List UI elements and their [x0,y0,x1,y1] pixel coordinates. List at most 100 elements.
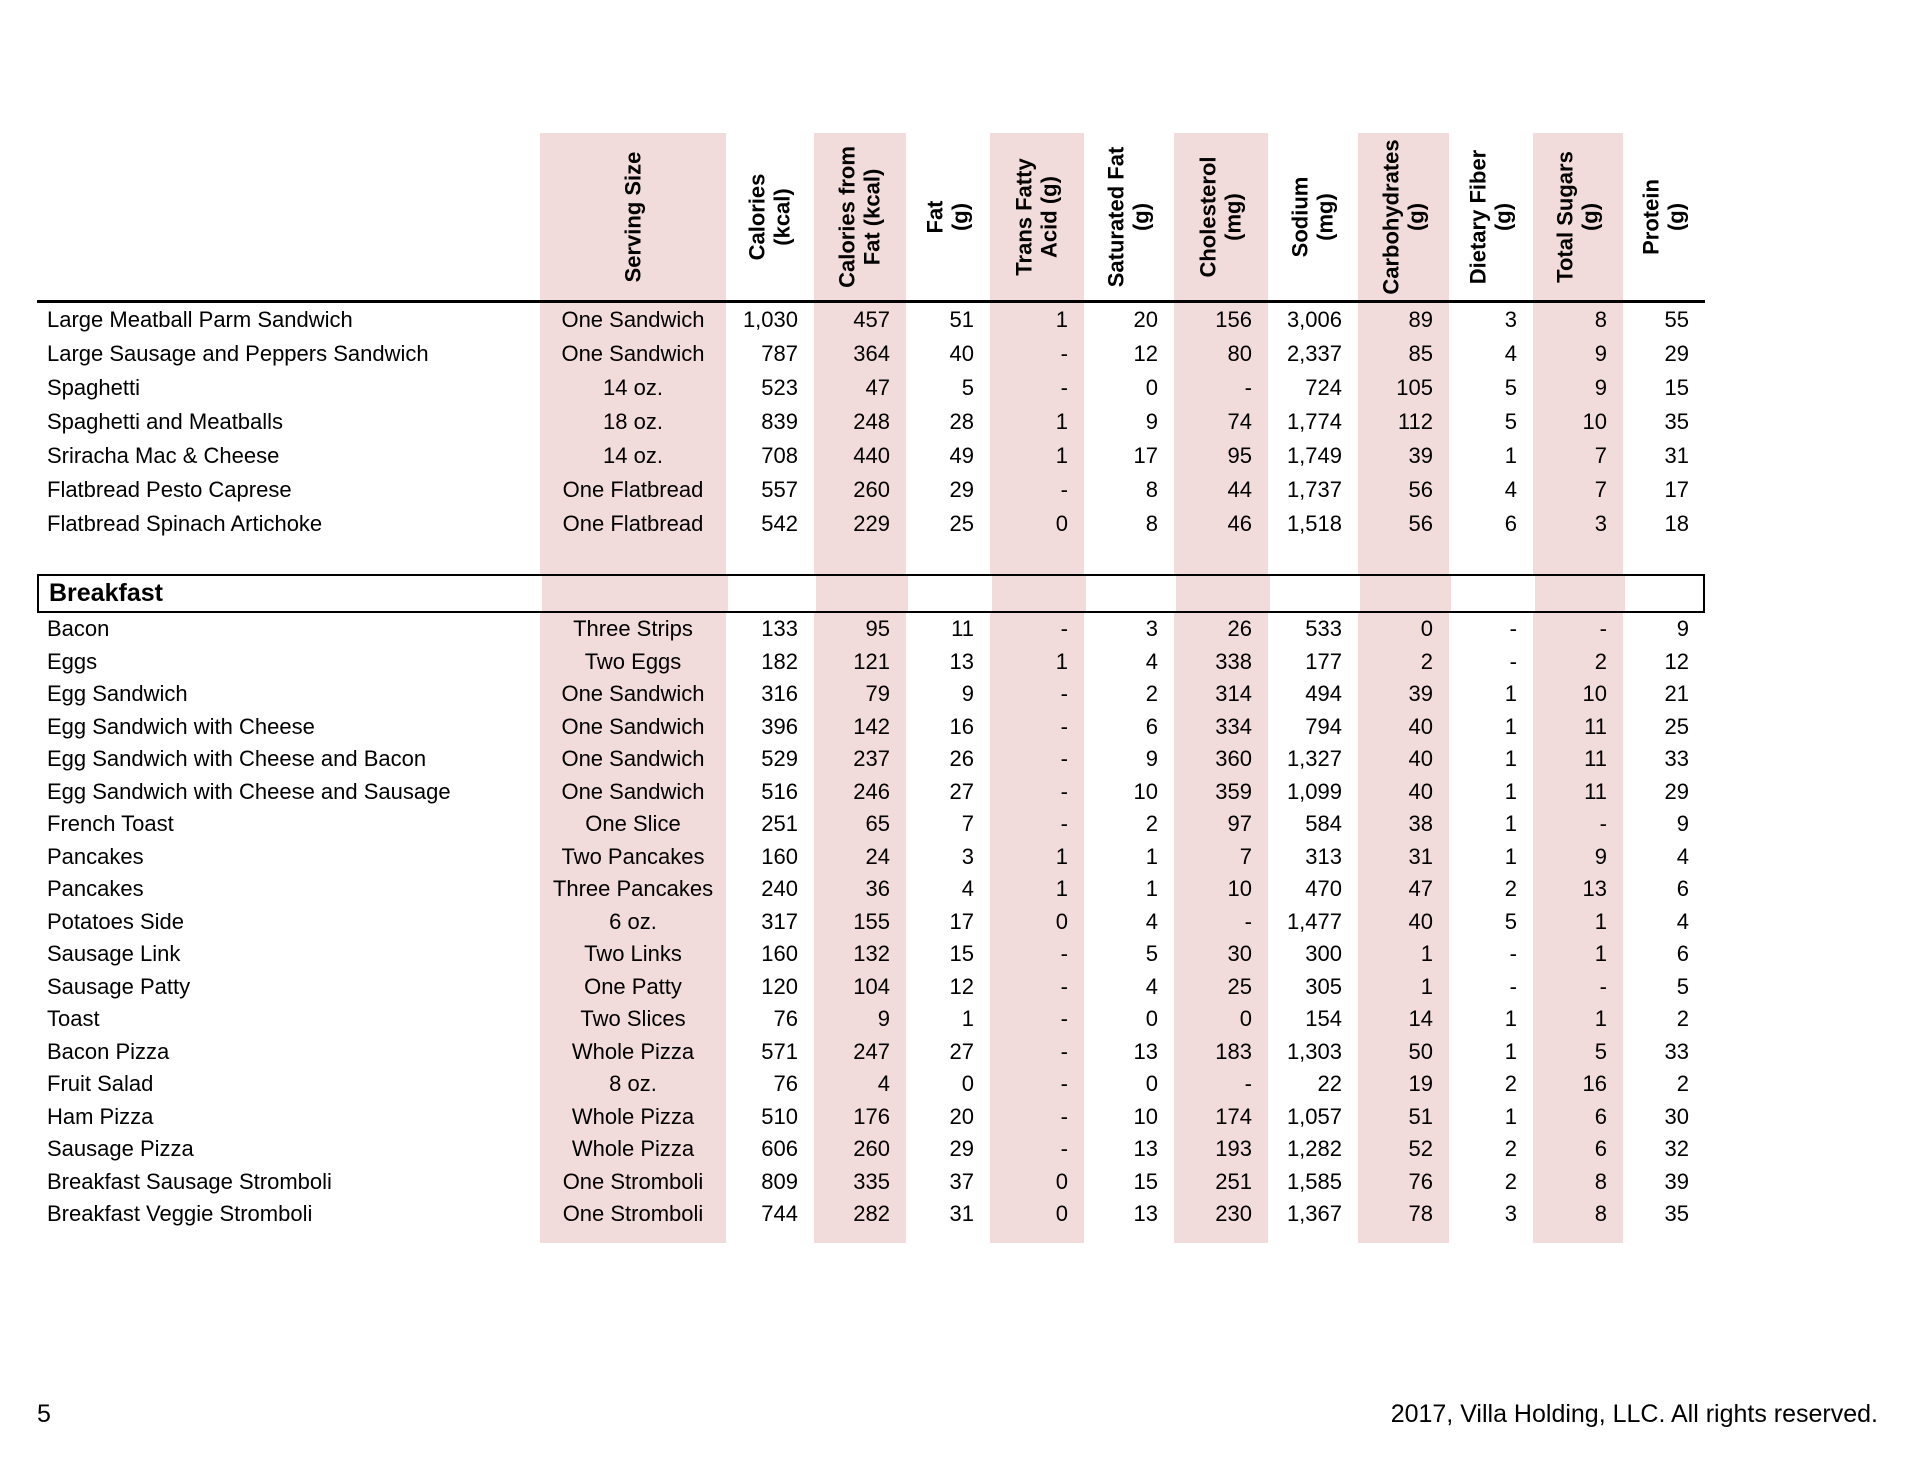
nutrition-value-cell: 1 [1145,876,1158,902]
nutrition-value-cell: 809 [761,1168,798,1194]
nutrition-value-cell: 16 [949,713,974,739]
serving-size-cell: 18 oz. [540,405,726,439]
nutrition-value-cell: 11 [951,616,974,642]
nutrition-value-cell: 112 [1358,405,1449,439]
nutrition-value-cell: 154 [1305,1006,1342,1032]
nutrition-value-cell: 0 [1174,1003,1268,1036]
nutrition-value-cell: 3 [1504,307,1517,332]
nutrition-value-cell: 335 [814,1165,906,1198]
nutrition-value-cell: 529 [761,746,798,772]
menu-item-row: Potatoes Side 6 oz. 317 155 17 0 4-1,477 40 5 1 4 [37,905,1705,938]
nutrition-value-cell: - [1509,648,1517,674]
nutrition-value-cell: 56 [1358,507,1449,541]
nutrition-value-cell: 4 [1145,648,1158,674]
nutrition-value-cell: 1 [990,873,1084,906]
nutrition-value-cell: 35 [1664,1201,1689,1227]
nutrition-value-cell: 1 [1504,1006,1517,1032]
nutrition-value-cell: 1,282 [1286,1136,1342,1162]
table-section: Bacon Three Strips 133 95 11-3 26 533 0- -9 Eggs T… [37,613,1705,1231]
nutrition-value-cell: 11 [1533,710,1623,743]
serving-size-cell: One Patty [540,970,726,1003]
nutrition-value-cell [814,1230,906,1243]
nutrition-value-cell: 523 [761,375,798,400]
nutrition-value-cell: 17 [1664,477,1689,502]
nutrition-value-cell: 248 [814,405,906,439]
nutrition-value-cell: 1,585 [1286,1168,1342,1194]
item-name-cell: Sausage Pizza [47,1136,194,1162]
nutrition-value-cell: 839 [761,409,798,434]
serving-size-cell: One Sandwich [540,775,726,808]
nutrition-value-cell [1358,1230,1449,1243]
nutrition-value-cell: 4 [814,1068,906,1101]
nutrition-value-cell: 193 [1174,1133,1268,1166]
nutrition-value-cell: - [1509,973,1517,999]
nutrition-value-cell: 13 [1533,873,1623,906]
column-header-label: Fat (g) [922,200,973,233]
nutrition-value-cell: 31 [949,1201,974,1227]
nutrition-value-cell: 56 [1358,473,1449,507]
nutrition-value-cell: 5 [1504,375,1517,400]
nutrition-value-cell: 1 [990,303,1084,337]
nutrition-value-cell: 0 [1145,1071,1158,1097]
nutrition-table: Serving Size Calories (kcal) Calories from… [37,133,1705,1243]
nutrition-value-cell: 1,030 [742,307,798,332]
nutrition-value-cell: 240 [761,876,798,902]
section-header-stripe-cell [1176,576,1270,611]
nutrition-value-cell: 1,303 [1286,1038,1342,1064]
nutrition-value-cell [1174,1230,1268,1243]
section-title: Breakfast [49,579,163,607]
menu-item-row: Ham Pizza Whole Pizza 510 176 20- 10 174 1,057 5… [37,1100,1705,1133]
nutrition-value-cell: - [990,371,1084,405]
nutrition-value-cell: 4 [1676,908,1689,934]
nutrition-value-cell [1268,1231,1358,1243]
item-name-cell: Sriracha Mac & Cheese [47,443,280,468]
serving-size-cell: Whole Pizza [540,1133,726,1166]
item-name-cell: Breakfast Sausage Stromboli [47,1168,332,1194]
nutrition-value-cell: 251 [761,811,798,837]
nutrition-value-cell: 440 [814,439,906,473]
nutrition-value-cell [1449,541,1533,574]
nutrition-value-cell: 9 [1533,337,1623,371]
nutrition-value-cell: 494 [1305,681,1342,707]
serving-size-cell: One Sandwich [540,337,726,371]
nutrition-value-cell: 9 [961,681,974,707]
nutrition-value-cell: 46 [1174,507,1268,541]
nutrition-value-cell: 174 [1174,1100,1268,1133]
nutrition-value-cell: - [990,678,1084,711]
nutrition-value-cell: 571 [761,1038,798,1064]
menu-item-row: Sausage Patty One Patty 120 104 12-4 25 305 1- -… [37,970,1705,1003]
nutrition-value-cell: 10 [1133,778,1158,804]
nutrition-value-cell: 2 [1676,1071,1689,1097]
column-header-cell: Dietary Fiber (g) [1449,133,1533,300]
nutrition-value-cell [1268,541,1358,574]
nutrition-value-cell: 1 [1358,938,1449,971]
nutrition-value-cell: 305 [1305,973,1342,999]
nutrition-value-cell: 8 [1145,477,1158,502]
nutrition-value-cell: 364 [814,337,906,371]
nutrition-value-cell: 22 [1317,1071,1342,1097]
nutrition-value-cell: 37 [949,1168,974,1194]
empty-name-cell [37,1231,540,1243]
nutrition-value-cell: 133 [761,616,798,642]
nutrition-value-cell: 49 [949,443,974,468]
serving-size-cell: One Stromboli [540,1198,726,1231]
nutrition-value-cell: 18 [1664,511,1689,536]
nutrition-value-cell: 1,774 [1286,409,1342,434]
nutrition-value-cell: 40 [1358,905,1449,938]
nutrition-value-cell: 13 [949,648,974,674]
serving-size-cell: Two Eggs [540,645,726,678]
nutrition-value-cell: 470 [1305,876,1342,902]
nutrition-value-cell: 314 [1174,678,1268,711]
nutrition-value-cell [726,541,814,574]
nutrition-value-cell: 2 [1358,645,1449,678]
item-name-cell: Sausage Patty [47,973,191,999]
nutrition-value-cell: 182 [761,648,798,674]
nutrition-value-cell: 50 [1358,1035,1449,1068]
item-name-cell: Breakfast Veggie Stromboli [47,1201,313,1227]
serving-size-cell: One Sandwich [540,303,726,337]
menu-item-row: Egg Sandwich with Cheese and Bacon One Sa… [37,743,1705,776]
nutrition-value-cell: 338 [1174,645,1268,678]
nutrition-value-cell [906,541,990,574]
column-header-cell: Calories (kcal) [726,133,814,300]
nutrition-value-cell: 5 [1533,1035,1623,1068]
